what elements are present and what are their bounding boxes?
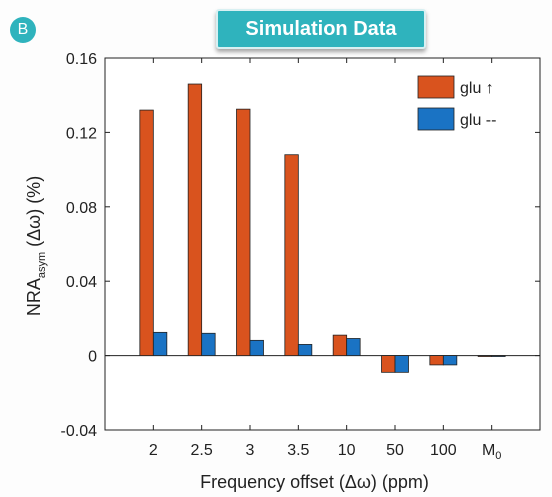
x-tick-label: M0	[482, 442, 501, 462]
y-tick-label: 0.16	[66, 51, 97, 68]
bar-series-1-3	[236, 108, 251, 356]
legend-swatch-1	[417, 75, 455, 99]
bar-series-2-4	[297, 344, 313, 357]
y-tick-label: 0.08	[66, 200, 97, 217]
bar-series-1-5	[332, 334, 348, 357]
bar-series-1-2	[187, 83, 203, 356]
legend-swatch-2	[417, 107, 455, 131]
x-tick-label: 2	[149, 442, 158, 459]
x-tick-label: 3.5	[287, 442, 309, 459]
bar-series-2-8	[491, 355, 506, 357]
x-tick-label: 3	[246, 442, 255, 459]
x-tick-label: 100	[430, 442, 457, 459]
x-axis-title: Frequency offset (Δω) (ppm)	[200, 472, 429, 492]
bar-series-2-1	[152, 331, 168, 357]
bar-series-2-7	[442, 355, 458, 366]
bar-series-1-4	[284, 154, 299, 357]
x-tick-label: 10	[338, 442, 356, 459]
x-tick-label: 2.5	[191, 442, 213, 459]
x-tick-label: 50	[386, 442, 404, 459]
bar-series-1-7	[429, 355, 444, 366]
bar-series-1-8	[477, 355, 493, 357]
bar-series-1-6	[381, 355, 396, 373]
y-tick-label: 0.12	[66, 125, 97, 142]
y-axis-title: NRAasym (Δω) (%)	[24, 176, 48, 316]
legend-label-1: glu ↑	[460, 80, 494, 97]
legend-label-2: glu --	[460, 112, 496, 129]
bar-series-2-6	[394, 355, 409, 373]
bar-series-2-3	[249, 339, 264, 356]
bar-series-2-5	[346, 338, 361, 357]
panel-label-badge: B	[10, 17, 36, 43]
y-tick-label: -0.04	[61, 423, 98, 440]
bar-series-2-2	[201, 332, 216, 356]
y-tick-label: 0	[88, 349, 97, 366]
bar-series-1-1	[139, 109, 154, 357]
chart-title-banner: Simulation Data	[216, 9, 426, 49]
plot-area	[104, 57, 541, 431]
y-tick-label: 0.04	[66, 274, 97, 291]
